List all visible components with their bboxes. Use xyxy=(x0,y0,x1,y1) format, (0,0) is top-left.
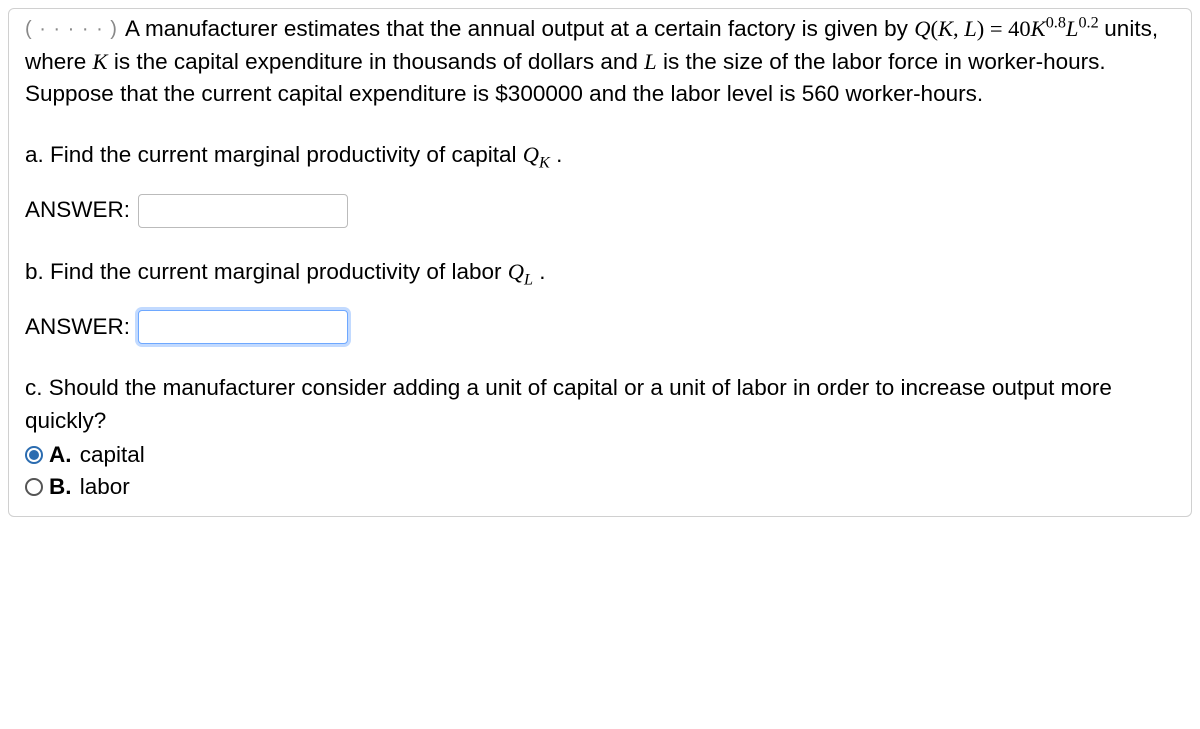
answer-input-a[interactable] xyxy=(138,194,348,228)
points-badge: ( · · · · · ) xyxy=(25,15,118,44)
part-a-answer-row: ANSWER: xyxy=(25,194,1175,228)
answer-label-a: ANSWER: xyxy=(25,194,130,227)
qk-symbol: QK xyxy=(523,142,550,167)
option-a-letter: A. xyxy=(49,442,72,467)
equation: Q(K, L) = 40K0.8L0.2 xyxy=(914,16,1104,41)
var-k: K xyxy=(93,49,108,74)
intro-text-3: is the capital expenditure in thousands … xyxy=(114,49,644,74)
answer-label-b: ANSWER: xyxy=(25,311,130,344)
part-c-text: c. Should the manufacturer consider addi… xyxy=(25,372,1175,437)
answer-input-b[interactable] xyxy=(138,310,348,344)
option-b-label: labor xyxy=(80,474,130,499)
part-a: a. Find the current marginal productivit… xyxy=(25,139,1175,172)
problem-statement: ( · · · · · ) A manufacturer estimates t… xyxy=(25,13,1175,111)
part-a-text: a. Find the current marginal productivit… xyxy=(25,142,523,167)
part-b-text: b. Find the current marginal productivit… xyxy=(25,259,508,284)
radio-a[interactable] xyxy=(25,446,43,464)
var-l: L xyxy=(644,49,657,74)
ql-symbol: QL xyxy=(508,259,533,284)
part-c: c. Should the manufacturer consider addi… xyxy=(25,372,1175,502)
part-c-options: A. capital B. labor xyxy=(25,439,1175,502)
part-b-answer-row: ANSWER: xyxy=(25,310,1175,344)
option-b-letter: B. xyxy=(49,474,72,499)
radio-b[interactable] xyxy=(25,478,43,496)
option-a-label: capital xyxy=(80,442,145,467)
question-card: ( · · · · · ) A manufacturer estimates t… xyxy=(8,8,1192,517)
option-a-row[interactable]: A. capital xyxy=(25,439,1175,471)
intro-text-1: A manufacturer estimates that the annual… xyxy=(125,16,914,41)
option-b-row[interactable]: B. labor xyxy=(25,471,1175,503)
part-b: b. Find the current marginal productivit… xyxy=(25,256,1175,289)
